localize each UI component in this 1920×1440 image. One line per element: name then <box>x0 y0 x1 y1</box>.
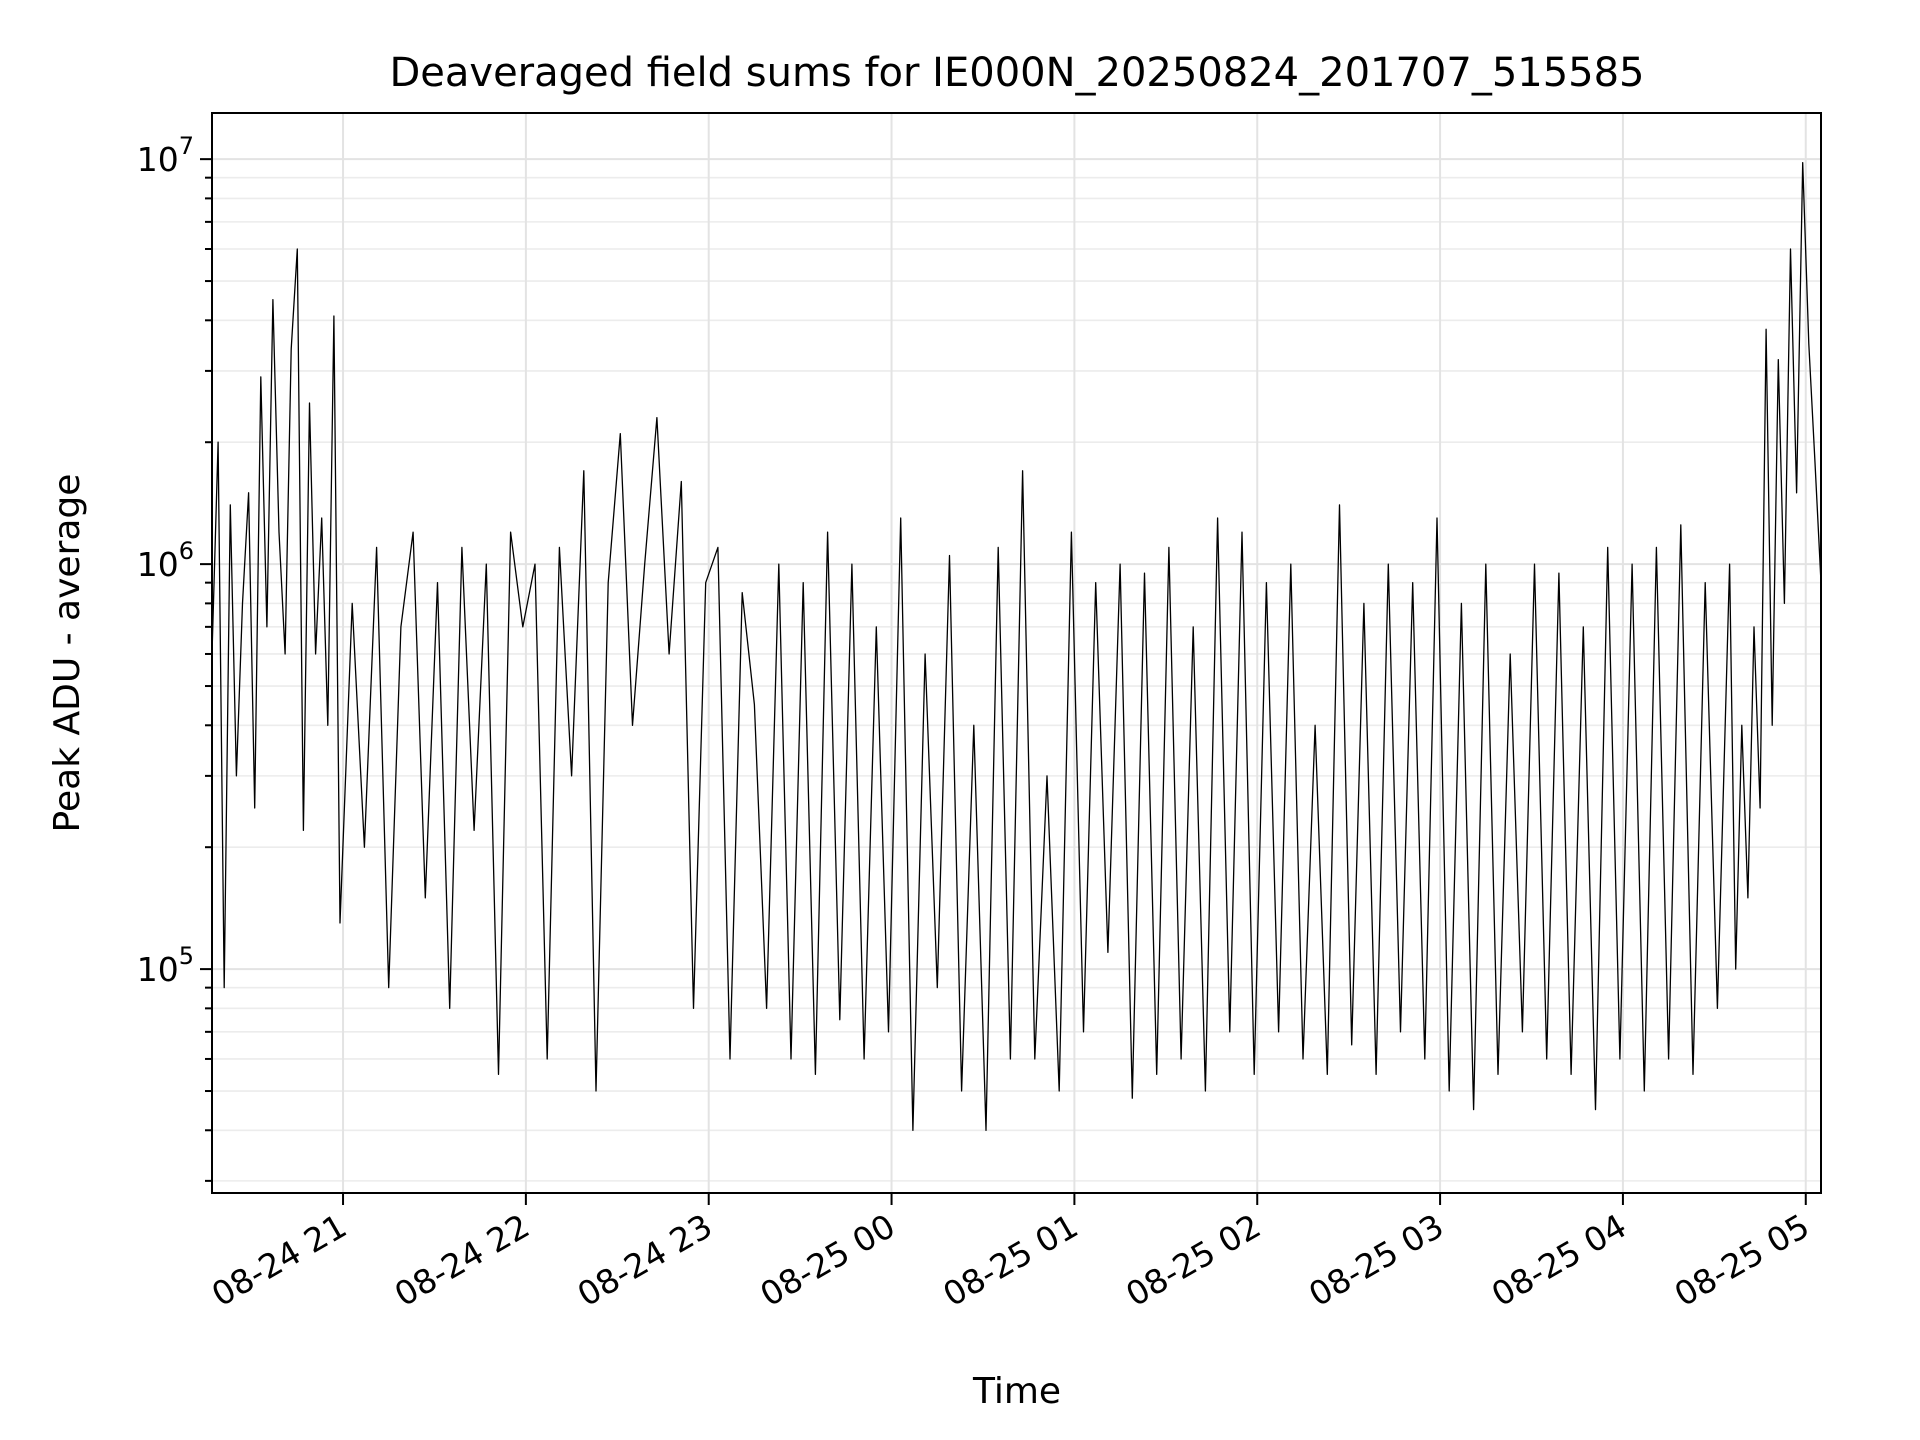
x-tick-label: 08-25 02 <box>1119 1206 1267 1314</box>
plot-frame <box>211 112 1822 1194</box>
y-tick-label: 105 <box>137 942 194 989</box>
x-tick-label: 08-24 21 <box>205 1206 353 1314</box>
x-tick-label: 08-25 00 <box>754 1206 902 1314</box>
x-tick-label: 08-25 01 <box>936 1206 1084 1314</box>
y-axis-label: Peak ADU - average <box>47 474 88 833</box>
series-line <box>211 162 1822 1131</box>
x-tick-label: 08-25 05 <box>1668 1206 1816 1314</box>
x-tick-label: 08-24 23 <box>571 1206 719 1314</box>
x-tick-label: 08-25 04 <box>1485 1206 1633 1314</box>
grid <box>212 113 1821 1193</box>
x-axis: 08-24 21 08-24 22 08-24 23 08-25 00 08-25 01… <box>205 1193 1816 1314</box>
y-tick-label: 106 <box>137 537 194 584</box>
y-tick-label: 107 <box>137 132 194 179</box>
x-tick-label: 08-25 03 <box>1302 1206 1450 1314</box>
x-axis-label: Time <box>972 1371 1061 1412</box>
y-axis: 105 106 107 <box>137 132 212 1182</box>
x-tick-label: 08-24 22 <box>388 1206 536 1314</box>
chart-title: Deaveraged field sums for IE000N_2025082… <box>389 50 1644 96</box>
